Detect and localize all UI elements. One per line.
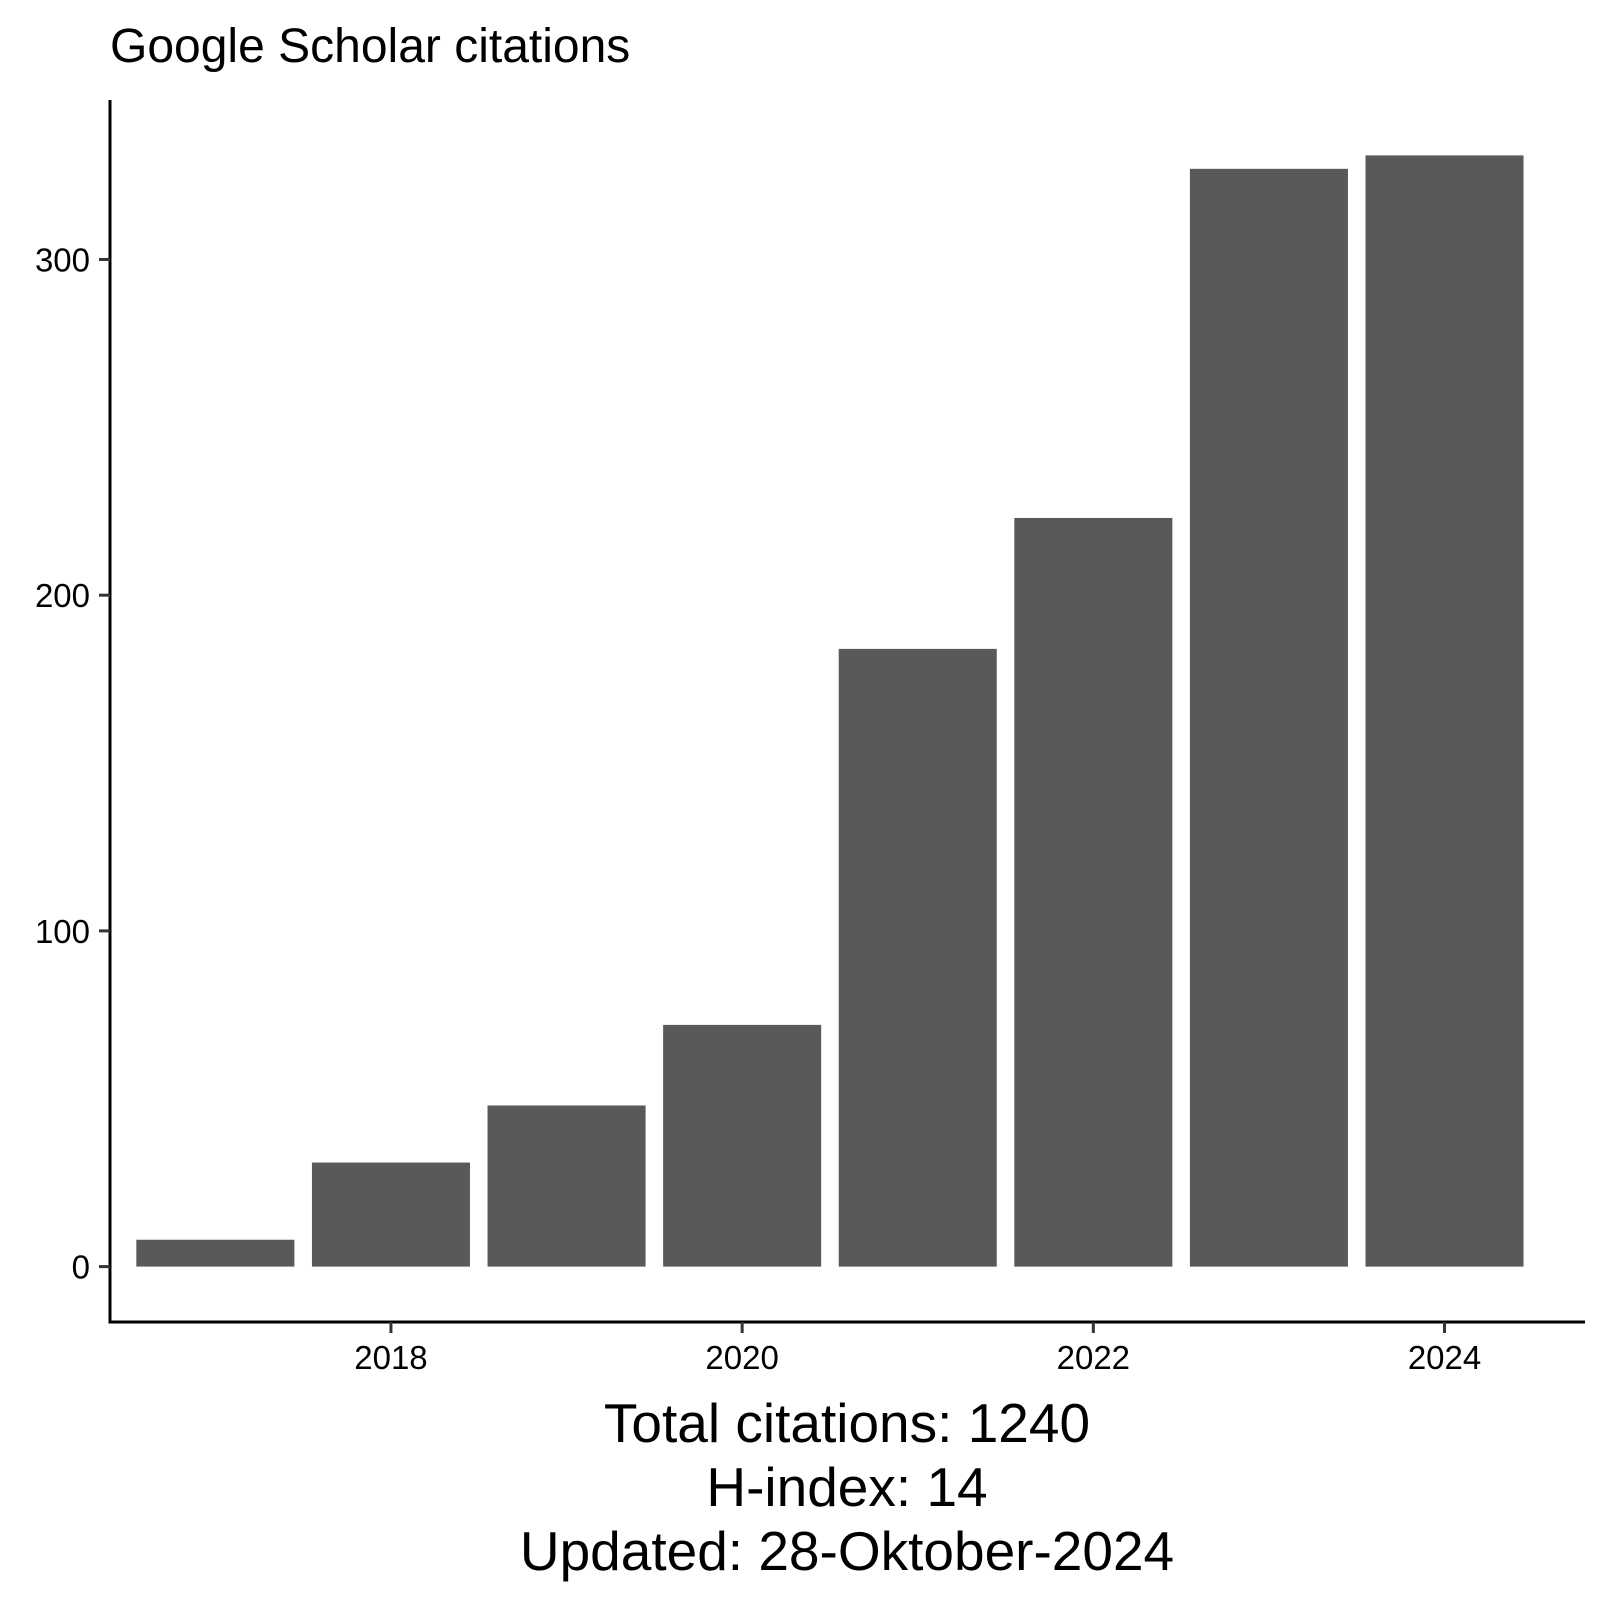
x-tick-label-2022: 2022 [1057, 1339, 1130, 1376]
y-tick-label-100: 100 [35, 913, 90, 950]
bar-2017 [136, 1239, 295, 1267]
bar-2022 [1014, 517, 1173, 1267]
updated-caption: Updated: 28-Oktober-2024 [520, 1520, 1174, 1582]
x-tick-label-2024: 2024 [1408, 1339, 1481, 1376]
chart-title: Google Scholar citations [110, 20, 630, 73]
bar-2023 [1189, 168, 1348, 1267]
bar-2020 [663, 1024, 822, 1267]
bar-2018 [311, 1162, 470, 1267]
caption-group: Total citations: 1240 H-index: 14 Update… [520, 1392, 1174, 1582]
h-index-caption: H-index: 14 [706, 1456, 987, 1518]
axes-group: 0 100 200 300 2018 2020 2022 2024 [35, 100, 1585, 1376]
x-tick-label-2020: 2020 [705, 1339, 778, 1376]
y-tick-label-0: 0 [72, 1249, 90, 1286]
x-tick-label-2018: 2018 [354, 1339, 427, 1376]
bar-2021 [838, 648, 997, 1267]
y-tick-label-300: 300 [35, 241, 90, 278]
bars-group [136, 155, 1524, 1267]
bar-2024 [1365, 155, 1524, 1267]
bar-2019 [487, 1105, 646, 1267]
y-tick-label-200: 200 [35, 577, 90, 614]
total-citations-caption: Total citations: 1240 [604, 1392, 1090, 1454]
